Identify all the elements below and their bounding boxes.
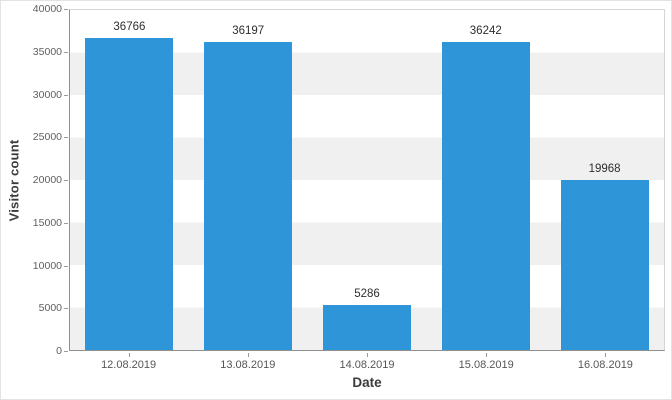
x-axis-ticks: 12.08.2019 13.08.2019 14.08.2019 15.08.2019… xyxy=(69,351,665,373)
bar-slot: 36197 xyxy=(189,10,308,350)
y-axis-ticks: 0 5000 10000 15000 20000 25000 30000 35000 40000 xyxy=(25,3,69,357)
x-axis-title: Date xyxy=(352,375,382,390)
bar-value-label: 36242 xyxy=(469,24,502,37)
x-tick-label: 16.08.2019 xyxy=(546,353,665,371)
bar-value-label: 36197 xyxy=(232,25,265,38)
y-axis-title: Visitor count xyxy=(3,9,25,351)
y-tick-label: 15000 xyxy=(32,216,69,229)
bar-13.08.2019: 36197 xyxy=(204,25,293,350)
x-tick-label: 14.08.2019 xyxy=(307,353,426,371)
y-tick-label: 40000 xyxy=(32,3,69,15)
bar-slot: 5286 xyxy=(308,10,427,350)
bar-14.08.2019: 5286 xyxy=(323,288,411,350)
y-tick-label: 5000 xyxy=(38,302,69,315)
y-axis-title-text: Visitor count xyxy=(6,139,22,221)
x-tick-label: 13.08.2019 xyxy=(188,353,307,371)
plot-area: 36766 36197 5286 36242 19968 xyxy=(69,9,665,351)
y-tick-label: 10000 xyxy=(32,259,69,272)
bar-slot: 36242 xyxy=(426,10,545,350)
bar-value-label: 5286 xyxy=(354,288,380,301)
x-tick-label: 15.08.2019 xyxy=(427,353,546,371)
y-tick-label: 35000 xyxy=(32,45,69,58)
x-tick-label: 12.08.2019 xyxy=(69,353,188,371)
bar-slot: 19968 xyxy=(545,10,664,350)
bar-15.08.2019: 36242 xyxy=(441,25,530,350)
y-tick-label: 0 xyxy=(56,345,68,357)
y-tick-label: 20000 xyxy=(32,174,69,186)
y-tick-label: 30000 xyxy=(32,88,69,101)
bar-value-label: 19968 xyxy=(588,163,621,176)
bar-16.08.2019: 19968 xyxy=(560,163,649,350)
bar-12.08.2019: 36766 xyxy=(85,21,174,350)
bar-slot: 36766 xyxy=(70,10,189,350)
y-tick-label: 25000 xyxy=(32,131,69,144)
bar-value-label: 36766 xyxy=(113,20,146,33)
